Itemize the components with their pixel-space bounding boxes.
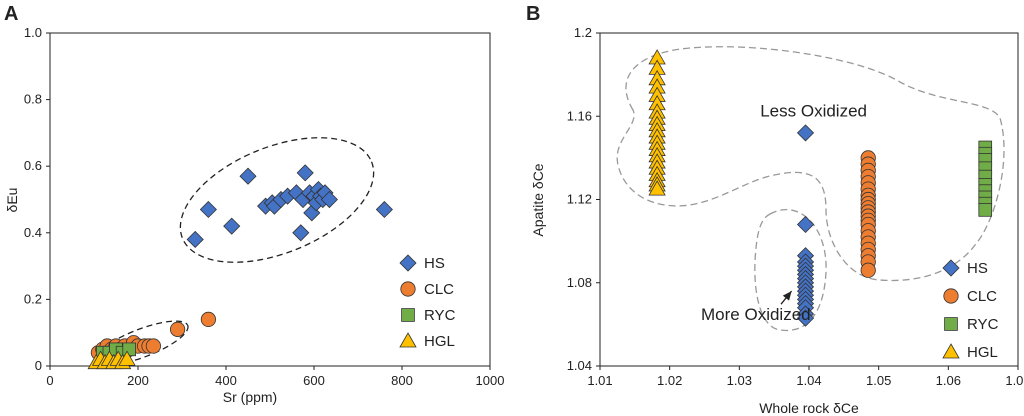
data-point-hs <box>199 200 217 219</box>
y-tick-label: 1.08 <box>567 275 592 290</box>
x-tick-label: 1.07 <box>1005 373 1024 388</box>
y-tick-label: 1.12 <box>567 192 592 207</box>
legend-label-ryc: RYC <box>424 307 456 324</box>
legend-marker-hgl <box>942 343 960 359</box>
data-point-clc <box>170 321 186 337</box>
legend-marker-hs <box>399 254 417 272</box>
panel-b-xlabel: Whole rock δCe <box>759 400 859 416</box>
legend-marker-clc <box>400 281 416 297</box>
y-tick-label: 0.6 <box>24 158 42 173</box>
x-tick-label: 1000 <box>476 373 505 388</box>
more-oxidized-envelope <box>754 208 827 332</box>
x-tick-label: 400 <box>215 373 237 388</box>
legend-marker-ryc <box>401 308 415 322</box>
panel-a-frame <box>49 32 491 367</box>
data-point-hgl <box>118 350 136 366</box>
panel-b: B 1.01 1.02 1.03 1.04 1.05 1.06 1.07 1.04 1.08 1.… <box>526 3 1024 416</box>
y-tick-label: 0.4 <box>24 225 42 240</box>
x-tick-label: 0 <box>46 373 53 388</box>
data-point-hs <box>292 224 310 242</box>
x-tick-label: 1.03 <box>727 373 752 388</box>
y-tick-label: 0.2 <box>24 291 42 306</box>
legend-label-hgl: HGL <box>967 344 998 361</box>
data-point-clc <box>200 311 216 327</box>
y-tick-label: 1.04 <box>567 358 592 373</box>
data-point-hs <box>375 200 393 219</box>
legend-label-clc: CLC <box>424 281 454 298</box>
data-point-ryc <box>978 203 993 217</box>
data-point-hs <box>796 309 815 327</box>
legend-marker-hs <box>942 259 960 277</box>
x-tick-label: 1.05 <box>866 373 891 388</box>
data-point-hs <box>796 124 815 142</box>
hs-group-ellipse <box>179 137 375 263</box>
x-tick-label: 1.04 <box>796 373 821 388</box>
legend-label-hs: HS <box>967 260 988 277</box>
panel-a: A 0 200 400 600 800 1000 0 0.2 0.4 0.6 0.8 1.0 HS CL… <box>4 3 504 405</box>
legend-marker-clc <box>943 288 959 304</box>
y-tick-label: 0.8 <box>24 92 42 107</box>
x-tick-label: 200 <box>127 373 149 388</box>
legend-label-clc: CLC <box>967 288 997 305</box>
x-tick-label: 1.06 <box>936 373 961 388</box>
data-point-hs <box>223 217 241 235</box>
data-point-clc <box>860 262 876 278</box>
annotation-label: Less Oxidized <box>760 101 867 120</box>
x-tick-label: 600 <box>303 373 325 388</box>
panel-a-letter: A <box>4 3 18 25</box>
annotation-arrow-head <box>782 291 792 301</box>
less-oxidized-envelope <box>616 46 1005 282</box>
data-point-hs <box>796 215 815 234</box>
data-point-clc <box>145 338 161 354</box>
panel-a-xlabel: Sr (ppm) <box>223 389 277 405</box>
y-tick-label: 0 <box>35 358 42 373</box>
low-sr-group-ellipse <box>95 320 189 366</box>
legend-label-ryc: RYC <box>967 316 999 333</box>
data-point-ryc <box>122 342 137 357</box>
panel-b-letter: B <box>526 3 540 25</box>
panel-b-ylabel: Apatite δCe <box>530 163 546 236</box>
data-point-hs <box>296 164 314 182</box>
legend-marker-hgl <box>399 332 417 348</box>
y-tick-label: 1.16 <box>567 108 592 123</box>
data-point-hgl <box>648 180 666 196</box>
panel-a-ylabel: δEu <box>4 188 20 213</box>
x-tick-label: 1.02 <box>657 373 682 388</box>
data-point-hs <box>239 167 257 185</box>
legend-label-hgl: HGL <box>424 333 455 350</box>
data-point-hs <box>320 190 338 209</box>
annotation-label: More Oxidized <box>701 305 811 324</box>
y-tick-label: 1.2 <box>574 25 592 40</box>
x-tick-label: 1.01 <box>587 373 612 388</box>
data-point-hs <box>186 230 204 249</box>
legend-marker-ryc <box>944 317 958 331</box>
legend-label-hs: HS <box>424 255 445 272</box>
y-tick-label: 1.0 <box>24 25 42 40</box>
x-tick-label: 800 <box>391 373 413 388</box>
